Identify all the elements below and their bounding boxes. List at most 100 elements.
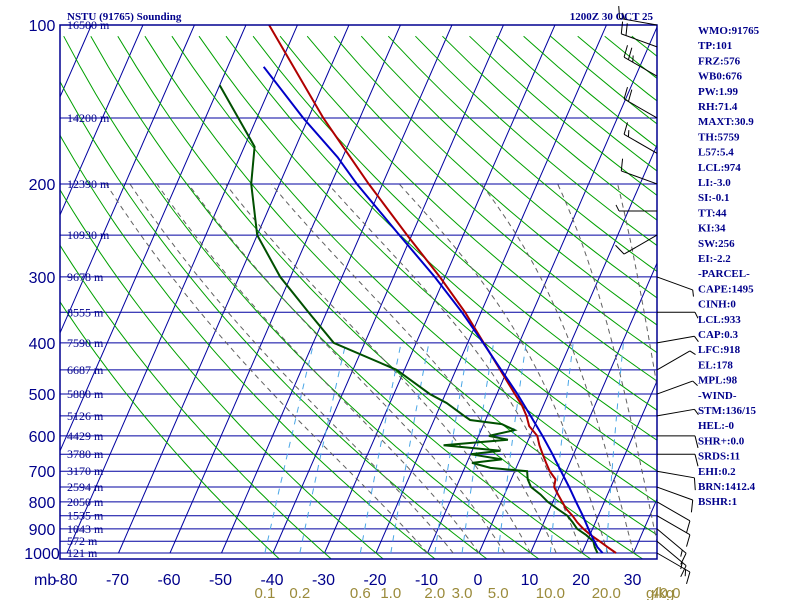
- height-label: 3170 m: [67, 464, 104, 478]
- mixing-ratio-label: 40.0: [651, 585, 680, 600]
- sounding-index: -WIND-: [698, 390, 737, 402]
- height-label: 3780 m: [67, 447, 104, 461]
- wind-barb-flag: [693, 477, 696, 491]
- wind-barb-flag: [694, 312, 699, 319]
- mixing-ratio-line: [605, 342, 624, 554]
- wind-barb-flag: [692, 380, 698, 387]
- dry-adiabat: [60, 80, 488, 559]
- station-title: NSTU (91765) Sounding: [67, 11, 182, 23]
- sounding-index: EL:178: [698, 359, 733, 371]
- wind-barb-flag: [694, 409, 699, 415]
- wind-barb: [620, 158, 658, 185]
- sounding-index: TH:5759: [698, 131, 740, 143]
- height-label: 1043 m: [67, 522, 104, 536]
- isotherm--70: [118, 25, 350, 554]
- moist-adiabat: [557, 183, 657, 545]
- isotherm-20: [581, 379, 657, 554]
- wind-barb-staff: [656, 380, 693, 395]
- isotherm--30: [324, 25, 556, 554]
- wind-barb-staff: [656, 540, 687, 567]
- wind-barb: [623, 122, 658, 154]
- dry-adiabat: [360, 35, 657, 299]
- wind-barb: [620, 21, 658, 48]
- sounding-index: HEL:-0: [698, 420, 735, 432]
- moist-adiabats: [105, 183, 657, 554]
- wind-barb: [615, 204, 657, 212]
- temperature-tick-label: 0: [474, 572, 483, 589]
- dry-adiabat: [252, 35, 657, 411]
- wind-barb-flag: [620, 21, 624, 34]
- sounding-index: LCL:933: [698, 314, 741, 326]
- sounding-index: WB0:676: [698, 71, 743, 83]
- dry-adiabat: [144, 35, 657, 536]
- wind-barb-staff: [656, 335, 695, 344]
- wind-barb-flag: [686, 520, 691, 533]
- mixing-ratio-label: 20.0: [592, 585, 621, 600]
- temperature-tick-label: -50: [209, 572, 232, 589]
- parcel-curve: [262, 66, 604, 554]
- wind-barb-flag: [625, 23, 628, 36]
- sounding-index: SRDS:11: [698, 451, 740, 463]
- height-labels: 16500 m 14200 m 12390 m 10930 m 9678 m 8555 m…: [67, 18, 110, 560]
- wind-barb-staff: [623, 56, 658, 77]
- sounding-index: TT:44: [698, 207, 727, 219]
- temperature-tick-label: -70: [106, 572, 129, 589]
- height-label: 572 m: [67, 534, 98, 548]
- temperature-tick-label: -30: [312, 572, 335, 589]
- wind-barb: [623, 45, 658, 77]
- wind-barb: [656, 380, 698, 395]
- wind-barb-flag: [615, 204, 620, 212]
- wind-barb-flag: [694, 335, 699, 342]
- height-label: 2594 m: [67, 480, 104, 494]
- height-label: 14200 m: [67, 111, 110, 125]
- moist-adiabat: [225, 183, 531, 554]
- pressure-tick-label: 200: [29, 177, 56, 194]
- mixing-ratio-label: 0.2: [289, 585, 310, 600]
- moist-adiabat: [129, 183, 454, 554]
- wind-barb-staff: [619, 17, 658, 26]
- moist-adiabat: [617, 183, 657, 390]
- wind-barb-flag: [627, 47, 633, 60]
- mixing-ratio-line: [390, 342, 430, 554]
- mixing-ratio-line: [461, 342, 495, 554]
- mixing-ratio-line: [549, 342, 574, 554]
- sounding-index: KI:34: [698, 223, 726, 235]
- mixing-ratio-label: 5.0: [488, 585, 509, 600]
- wind-barb-flag: [690, 499, 694, 513]
- wind-barb-flag: [686, 534, 691, 547]
- pressure-tick-label: 500: [29, 387, 56, 404]
- sounding-index: LI:-3.0: [698, 177, 731, 189]
- isotherm--20: [375, 25, 607, 554]
- sounding-index: SI:-0.1: [698, 192, 729, 204]
- wind-barb: [656, 276, 694, 297]
- isotherm-10: [530, 261, 657, 554]
- wind-barb-staff: [623, 234, 658, 255]
- temperature-tick-label: -10: [415, 572, 438, 589]
- pressure-unit-label: mb: [34, 572, 56, 589]
- wind-barb-flag: [623, 86, 628, 100]
- height-label: 4429 m: [67, 429, 104, 443]
- dry-adiabat: [198, 35, 657, 472]
- sounding-index: STM:136/15: [698, 405, 757, 417]
- height-label: 12390 m: [67, 177, 110, 191]
- mixing-ratio-label: 10.0: [536, 585, 565, 600]
- mixing-ratio-line: [264, 342, 315, 554]
- sounding-index: LCL:974: [698, 162, 741, 174]
- wind-barb: [656, 408, 699, 417]
- sounding-index: CINH:0: [698, 299, 736, 311]
- wind-barb: [657, 311, 699, 319]
- wind-barb: [623, 86, 658, 119]
- pressure-tick-label: 1000: [24, 546, 60, 563]
- dry-adiabats: [60, 35, 657, 559]
- sounding-index: EI:-2.2: [698, 253, 731, 265]
- temperature-tick-label: -20: [363, 572, 386, 589]
- isotherm--50: [221, 25, 453, 554]
- dry-adiabat: [117, 35, 644, 559]
- wind-barb: [656, 501, 691, 533]
- wind-barb-flag: [686, 571, 691, 585]
- wind-barb-flag: [627, 89, 633, 102]
- dry-adiabat: [60, 188, 384, 559]
- pressure-tick-label: 100: [29, 18, 56, 35]
- pressure-axis-labels: 100 200 300 400 500 600 700 800 900 1000: [24, 18, 60, 563]
- dry-adiabat: [90, 35, 592, 559]
